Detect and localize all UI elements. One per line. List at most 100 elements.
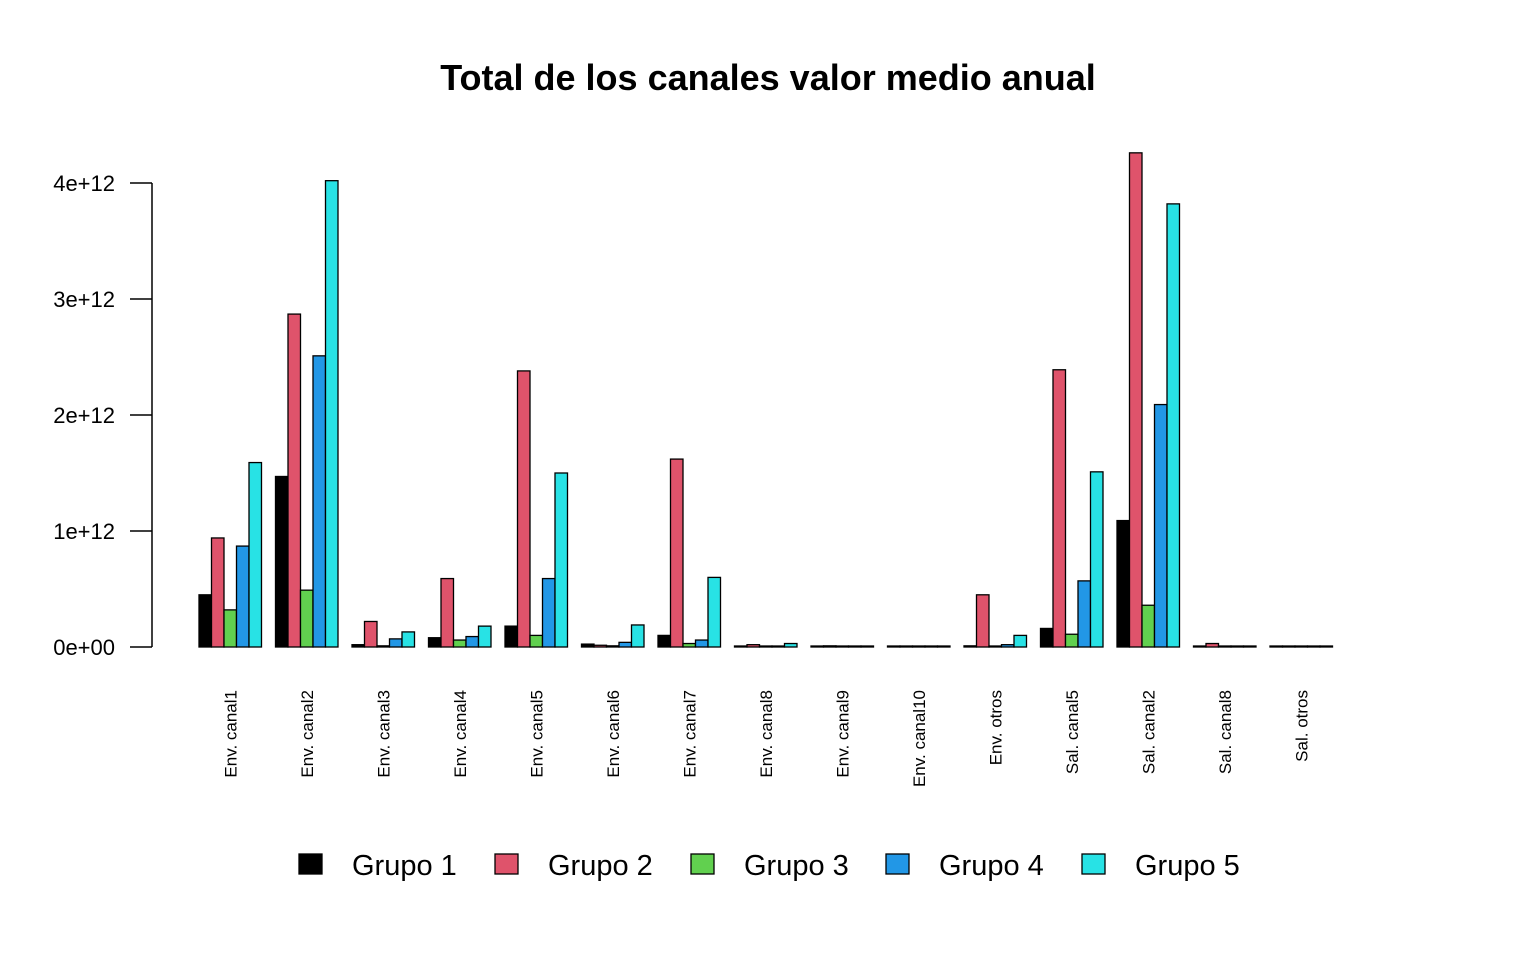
bar bbox=[657, 634, 672, 648]
bar bbox=[452, 639, 467, 648]
bar bbox=[593, 644, 608, 648]
x-category-label: Env. canal2 bbox=[298, 690, 317, 778]
bar bbox=[630, 624, 645, 648]
bar bbox=[1013, 634, 1028, 648]
bar bbox=[465, 635, 480, 648]
legend-swatch bbox=[885, 853, 910, 875]
y-tick-label: 0e+00 bbox=[53, 635, 115, 660]
bar bbox=[1319, 645, 1334, 648]
bar bbox=[810, 645, 825, 648]
bar bbox=[235, 545, 250, 648]
bar bbox=[1281, 645, 1296, 648]
y-tick-label: 4e+12 bbox=[53, 171, 115, 196]
x-category-label: Env. canal1 bbox=[221, 690, 240, 778]
bar bbox=[1294, 645, 1309, 648]
x-category-label: Sal. canal2 bbox=[1139, 690, 1158, 774]
x-category-label: Env. canal8 bbox=[757, 690, 776, 778]
bar bbox=[363, 620, 378, 648]
bar bbox=[1306, 645, 1321, 648]
bar bbox=[1141, 604, 1156, 648]
bar bbox=[529, 634, 544, 648]
legend-label: Grupo 4 bbox=[939, 850, 1044, 882]
bar bbox=[1000, 644, 1015, 648]
bar bbox=[1153, 403, 1168, 648]
bar bbox=[1269, 645, 1284, 648]
bar bbox=[1217, 645, 1232, 648]
bar bbox=[911, 645, 926, 648]
x-category-label: Env. canal5 bbox=[527, 690, 546, 778]
bar bbox=[210, 537, 225, 648]
bar bbox=[835, 645, 850, 648]
bar bbox=[1052, 369, 1067, 648]
x-category-label: Env. canal4 bbox=[451, 690, 470, 778]
bar bbox=[1077, 580, 1092, 648]
bar bbox=[401, 631, 416, 648]
bar bbox=[1166, 203, 1181, 648]
x-axis-labels: Env. canal1 Env. canal2 Env. canal3 Env. ca… bbox=[221, 690, 1311, 787]
x-category-label: Sal. canal8 bbox=[1216, 690, 1235, 774]
bar bbox=[733, 645, 748, 648]
legend-swatch bbox=[494, 853, 519, 875]
bar bbox=[1230, 645, 1245, 648]
legend-label: Grupo 1 bbox=[352, 850, 457, 882]
bar bbox=[1128, 152, 1143, 648]
bars bbox=[198, 152, 1334, 648]
legend-swatch bbox=[1081, 853, 1106, 875]
x-category-label: Env. canal7 bbox=[680, 690, 699, 778]
bar bbox=[669, 458, 684, 648]
legend-swatch bbox=[690, 853, 715, 875]
bar bbox=[504, 625, 519, 648]
bar bbox=[899, 645, 914, 648]
bar bbox=[324, 180, 339, 648]
bar bbox=[886, 645, 901, 648]
bar bbox=[694, 639, 709, 648]
x-category-label: Sal. canal5 bbox=[1063, 690, 1082, 774]
y-tick-label: 1e+12 bbox=[53, 519, 115, 544]
bar bbox=[936, 645, 951, 648]
legend-label: Grupo 3 bbox=[744, 850, 849, 882]
bar bbox=[1242, 645, 1257, 648]
bar bbox=[783, 642, 798, 648]
bar bbox=[299, 589, 314, 648]
bar bbox=[427, 637, 442, 648]
bar bbox=[198, 594, 213, 648]
bar bbox=[975, 594, 990, 648]
x-category-label: Env. canal3 bbox=[374, 690, 393, 778]
bar bbox=[746, 644, 761, 648]
x-category-label: Env. otros bbox=[986, 690, 1005, 765]
bar bbox=[351, 644, 366, 648]
legend-label: Grupo 2 bbox=[548, 850, 653, 882]
bar bbox=[554, 472, 569, 648]
bar bbox=[541, 577, 556, 648]
legend: Grupo 1 Grupo 2 Grupo 3 Grupo 4 Grupo 5 bbox=[298, 850, 1240, 882]
y-tick-label: 2e+12 bbox=[53, 403, 115, 428]
bar bbox=[1205, 642, 1220, 648]
bar bbox=[580, 643, 595, 648]
y-axis: 0e+00 1e+12 2e+12 3e+12 4e+12 bbox=[53, 171, 153, 660]
x-category-label: Env. canal9 bbox=[833, 690, 852, 778]
bar bbox=[1089, 471, 1104, 648]
legend-swatch bbox=[298, 853, 323, 875]
bar bbox=[248, 461, 263, 648]
bar bbox=[287, 313, 302, 648]
x-category-label: Env. canal6 bbox=[604, 690, 623, 778]
bar bbox=[388, 638, 403, 648]
bar bbox=[440, 577, 455, 648]
chart-title: Total de los canales valor medio anual bbox=[440, 57, 1096, 98]
bar bbox=[924, 645, 939, 648]
bar bbox=[847, 645, 862, 648]
y-tick-label: 3e+12 bbox=[53, 287, 115, 312]
bar bbox=[516, 370, 531, 648]
bar bbox=[988, 645, 1003, 648]
bar bbox=[618, 641, 633, 648]
bar bbox=[682, 642, 697, 648]
bar bbox=[223, 609, 238, 648]
legend-label: Grupo 5 bbox=[1135, 850, 1240, 882]
bar bbox=[376, 645, 391, 648]
bar bbox=[274, 475, 289, 648]
bar bbox=[1039, 627, 1054, 648]
bar bbox=[1192, 645, 1207, 648]
bar bbox=[771, 645, 786, 648]
bar bbox=[963, 645, 978, 648]
